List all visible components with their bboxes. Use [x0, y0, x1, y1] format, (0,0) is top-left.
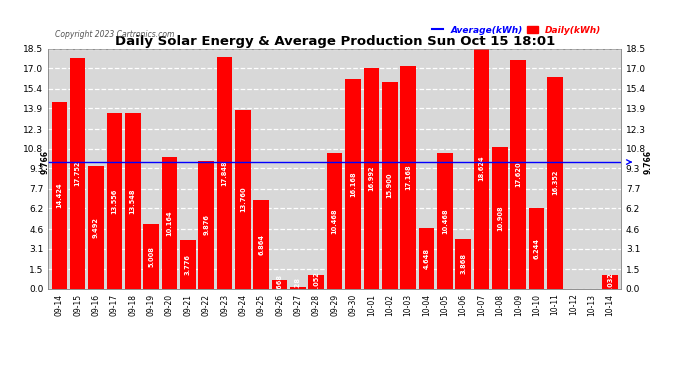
Bar: [529, 208, 544, 289]
Text: 10.908: 10.908: [497, 205, 503, 231]
Text: 16.352: 16.352: [552, 170, 558, 195]
Text: 3.776: 3.776: [185, 254, 191, 275]
Bar: [180, 240, 195, 289]
Text: 9.766: 9.766: [40, 150, 49, 174]
Text: 10.468: 10.468: [442, 208, 448, 234]
Text: 18.624: 18.624: [478, 155, 484, 181]
Bar: [161, 157, 177, 289]
Bar: [511, 60, 526, 289]
Text: 13.760: 13.760: [240, 187, 246, 212]
Text: 9.876: 9.876: [203, 214, 209, 235]
Bar: [70, 58, 86, 289]
Bar: [400, 66, 416, 289]
Bar: [327, 153, 342, 289]
Text: 0.668: 0.668: [277, 274, 283, 295]
Bar: [455, 238, 471, 289]
Legend: Average(kWh), Daily(kWh): Average(kWh), Daily(kWh): [428, 22, 605, 38]
Text: 17.848: 17.848: [221, 160, 228, 186]
Text: 9.492: 9.492: [93, 217, 99, 238]
Text: 17.168: 17.168: [405, 165, 411, 190]
Bar: [253, 200, 269, 289]
Bar: [125, 113, 141, 289]
Text: 3.868: 3.868: [460, 253, 466, 274]
Bar: [492, 147, 508, 289]
Text: 9.766: 9.766: [644, 150, 653, 174]
Bar: [602, 275, 618, 289]
Bar: [474, 47, 489, 289]
Text: Copyright 2023 Cartronics.com: Copyright 2023 Cartronics.com: [55, 30, 175, 39]
Bar: [419, 228, 434, 289]
Text: 4.648: 4.648: [424, 248, 429, 269]
Text: 10.468: 10.468: [332, 208, 337, 234]
Text: 1.052: 1.052: [313, 272, 319, 292]
Title: Daily Solar Energy & Average Production Sun Oct 15 18:01: Daily Solar Energy & Average Production …: [115, 34, 555, 48]
Text: 6.244: 6.244: [533, 238, 540, 259]
Bar: [290, 287, 306, 289]
Bar: [144, 224, 159, 289]
Bar: [364, 68, 380, 289]
Text: 6.864: 6.864: [258, 234, 264, 255]
Text: 15.900: 15.900: [386, 173, 393, 198]
Text: 16.168: 16.168: [350, 171, 356, 197]
Text: 1.032: 1.032: [607, 272, 613, 292]
Text: 16.992: 16.992: [368, 166, 375, 191]
Text: 17.752: 17.752: [75, 161, 81, 186]
Bar: [88, 166, 104, 289]
Bar: [437, 153, 453, 289]
Text: 13.548: 13.548: [130, 188, 136, 214]
Text: 10.164: 10.164: [166, 210, 172, 236]
Bar: [382, 82, 397, 289]
Text: 13.556: 13.556: [111, 188, 117, 213]
Bar: [308, 275, 324, 289]
Bar: [272, 280, 287, 289]
Text: 14.424: 14.424: [57, 182, 62, 208]
Bar: [547, 76, 563, 289]
Text: 0.128: 0.128: [295, 278, 301, 298]
Text: 5.008: 5.008: [148, 246, 154, 267]
Bar: [345, 79, 361, 289]
Text: 17.620: 17.620: [515, 162, 521, 187]
Bar: [198, 160, 214, 289]
Bar: [235, 110, 250, 289]
Bar: [106, 113, 122, 289]
Bar: [52, 102, 67, 289]
Bar: [217, 57, 233, 289]
